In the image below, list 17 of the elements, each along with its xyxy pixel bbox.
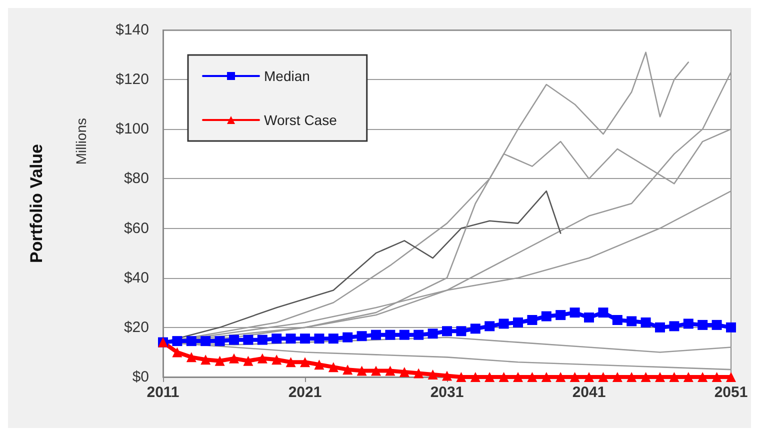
y-tick-label: $40 — [124, 269, 149, 286]
legend-label: Worst Case — [264, 112, 338, 128]
y-tick-label: $100 — [116, 120, 149, 138]
x-tick-label: 2051 — [714, 384, 748, 401]
x-tick-label: 2011 — [146, 384, 180, 401]
y-tick-label: $60 — [124, 220, 149, 237]
x-tick-label: 2021 — [288, 384, 322, 401]
legend-label: Median — [264, 68, 310, 84]
y-tick-label: $0 — [132, 368, 149, 386]
text: Millions — [73, 118, 89, 165]
y-tick-label: $140 — [116, 22, 149, 38]
x-tick-label: 2041 — [572, 384, 606, 401]
y-tick-label: $120 — [116, 71, 149, 88]
y-tick-label: $80 — [124, 170, 149, 188]
y-tick-label: $20 — [124, 318, 149, 336]
x-tick-label: 2031 — [430, 384, 464, 401]
y-axis-title: Portfolio Value — [27, 144, 46, 264]
